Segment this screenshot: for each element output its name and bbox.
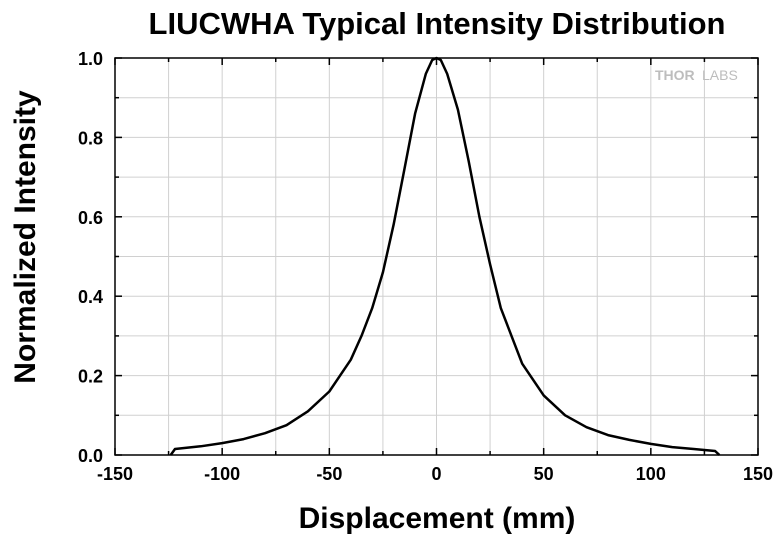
y-tick-label: 0.6	[78, 208, 103, 228]
series-line	[169, 56, 721, 456]
ticks: -150 -100 -50 0 50 100 150 0.0 0.2 0.4 0.6 0.8 1.0	[78, 49, 773, 484]
grid	[115, 58, 758, 455]
x-tick-label: 50	[534, 464, 554, 484]
x-tick-label: -50	[316, 464, 342, 484]
x-tick-label: 150	[743, 464, 773, 484]
y-tick-label: 1.0	[78, 49, 103, 69]
y-axis-label: Normalized Intensity	[9, 90, 42, 384]
series-layer	[169, 56, 721, 456]
x-tick-label: 0	[431, 464, 441, 484]
y-tick-label: 0.0	[78, 446, 103, 466]
x-tick-label: -100	[204, 464, 240, 484]
y-tick-label: 0.4	[78, 287, 103, 307]
chart-title: LIUCWHA Typical Intensity Distribution	[149, 6, 726, 41]
x-axis-label: Displacement (mm)	[299, 502, 576, 535]
y-tick-label: 0.8	[78, 128, 103, 148]
logo-text-thor: THOR	[655, 67, 695, 83]
y-tick-label: 0.2	[78, 367, 103, 387]
logo-text-labs: LABS	[702, 67, 738, 83]
x-tick-label: -150	[97, 464, 133, 484]
thorlabs-logo: THOR LABS	[655, 67, 738, 83]
x-tick-label: 100	[636, 464, 666, 484]
